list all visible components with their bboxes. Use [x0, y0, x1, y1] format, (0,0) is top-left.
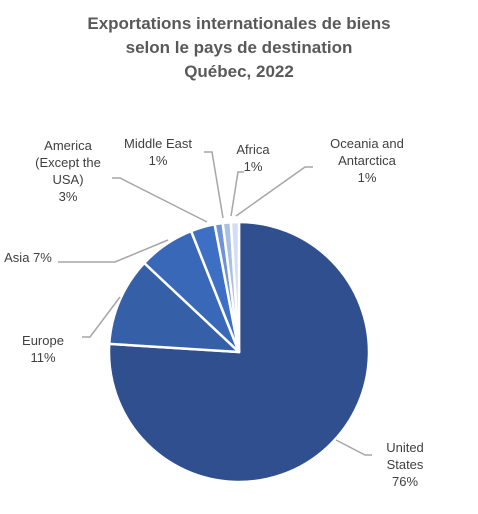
data-label-asia: Asia 7% — [4, 250, 52, 265]
leader-line-oceania-and-antarctica — [235, 166, 313, 217]
data-label-line: USA) — [52, 172, 83, 187]
data-label-europe: Europe 11% — [22, 333, 64, 365]
leader-line-united-states — [335, 439, 372, 456]
data-label-line: States — [387, 457, 424, 472]
leader-line-europe — [82, 296, 121, 338]
data-label-united-states: United States 76% — [386, 440, 424, 489]
chart-title-line-2: selon le pays de destination — [125, 38, 353, 57]
data-label-line: 76% — [392, 474, 418, 489]
data-label-line: 1% — [149, 153, 168, 168]
chart-title: Exportations internationales de biens se… — [0, 12, 478, 84]
data-label-line: America — [44, 138, 92, 153]
pie-slice-united-states — [107, 220, 371, 484]
data-label-middle-east: Middle East 1% — [124, 136, 192, 168]
chart-title-line-3: Québec, 2022 — [184, 62, 294, 81]
data-label-line: 3% — [59, 189, 78, 204]
data-label-line: Oceania and — [330, 136, 404, 151]
data-label-line: Asia 7% — [4, 250, 52, 265]
data-label-oceania-and-antarctica: Oceania and Antarctica 1% — [330, 136, 404, 185]
leader-line-middle-east — [204, 151, 224, 219]
data-label-line: 1% — [244, 159, 263, 174]
leader-line-africa — [230, 171, 244, 217]
leader-line-america-except-the-usa — [112, 177, 208, 223]
data-label-line: 1% — [358, 170, 377, 185]
data-label-line: 11% — [30, 350, 55, 365]
data-label-line: Europe — [22, 333, 64, 348]
data-label-line: (Except the — [35, 155, 101, 170]
data-label-america-except-the-usa: America (Except the USA) 3% — [35, 138, 101, 204]
data-label-line: United — [386, 440, 424, 455]
data-label-africa: Africa 1% — [236, 142, 270, 174]
pie-slice-oceania-and-antarctica — [229, 220, 241, 354]
data-label-line: Middle East — [124, 136, 192, 151]
leader-line-asia — [58, 239, 169, 263]
data-label-line: Antarctica — [338, 153, 397, 168]
chart-title-line-1: Exportations internationales de biens — [87, 14, 391, 33]
pie-slice-europe — [108, 261, 241, 354]
data-label-line: Africa — [236, 142, 270, 157]
